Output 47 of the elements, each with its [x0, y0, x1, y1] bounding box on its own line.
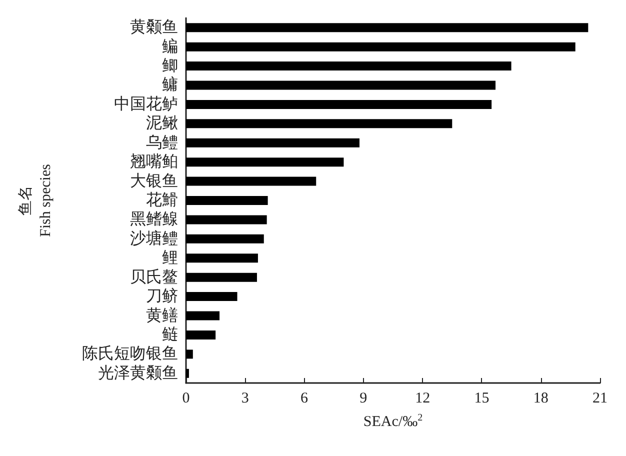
bar: [186, 119, 452, 128]
x-tick-label: 0: [182, 390, 190, 406]
bar: [186, 42, 576, 52]
y-tick-label: 鳊: [162, 37, 178, 56]
y-tick-label: 鲤: [162, 250, 178, 267]
bar: [186, 330, 216, 340]
y-axis-title: 鱼名 Fish species: [17, 164, 54, 237]
bar: [186, 23, 588, 32]
x-tick-label: 3: [241, 390, 249, 406]
bar: [186, 272, 257, 282]
bar: [186, 158, 344, 167]
x-tick-label: 12: [415, 390, 430, 406]
bar: [186, 292, 238, 302]
x-tick-label: 21: [592, 390, 608, 406]
bar: [186, 350, 193, 359]
bar: [186, 368, 189, 378]
y-tick-label: 黑鳍鳈: [130, 211, 178, 228]
y-tick-label: 沙塘鳢: [130, 229, 178, 248]
y-tick-label: 光泽黄颡鱼: [98, 364, 178, 382]
y-tick-label: 刀鲚: [146, 287, 178, 306]
bar: [186, 311, 220, 320]
bar: [186, 100, 492, 109]
y-tick-label: 泥鳅: [146, 115, 178, 132]
y-tick-label: 中国花鲈: [114, 94, 178, 113]
x-tick-label: 9: [360, 390, 368, 406]
y-tick-label: 大银鱼: [130, 172, 178, 190]
y-tick-label: 贝氏鳌: [130, 268, 178, 286]
bar: [186, 215, 267, 224]
y-tick-label: 鲢: [162, 325, 178, 344]
bar: [186, 138, 360, 148]
bar: [186, 62, 512, 71]
y-tick-label: 鲫: [162, 58, 178, 75]
bar: [186, 234, 264, 244]
bar: [186, 254, 258, 263]
y-tick-label: 翘嘴鲌: [130, 152, 178, 171]
bar: [186, 176, 316, 186]
y-tick-label: 乌鳢: [146, 133, 178, 152]
y-tick-label: 鳙: [162, 76, 178, 94]
x-tick-label: 18: [533, 390, 548, 406]
y-tick-label: 陈氏短吻银鱼: [82, 344, 178, 363]
y-tick-label: 黄鳝: [146, 306, 178, 324]
x-tick-label: 15: [474, 390, 490, 406]
y-tick-label: 黄颡鱼: [130, 18, 178, 36]
bar: [186, 196, 268, 205]
x-tick-label: 6: [300, 390, 309, 406]
bar: [186, 80, 496, 90]
y-tick-label: 花䱻: [146, 191, 178, 209]
